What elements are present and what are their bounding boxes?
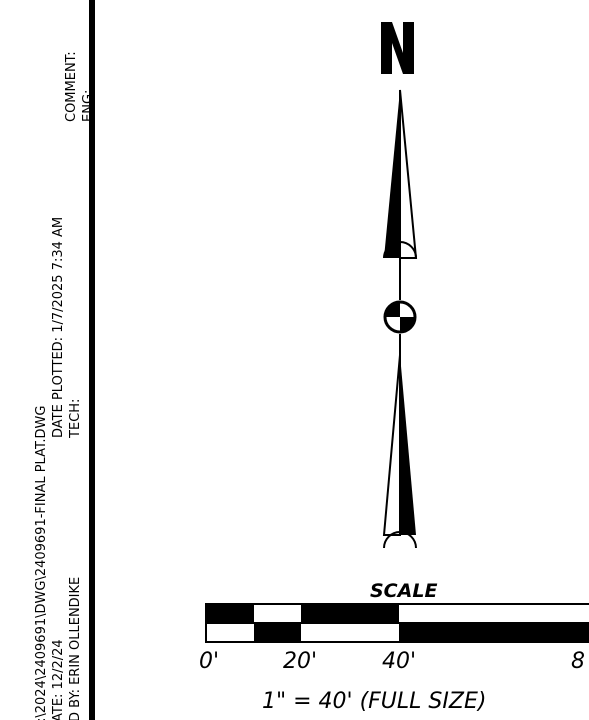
title-block: :\2024\2409691\DWG\2409691-FINAL PLAT.DW… [0,0,95,720]
upper-needle-outline [399,89,418,259]
comment-label: COMMENT: [64,51,79,122]
north-arrow-center-icon [383,300,417,334]
scale-ratio-text: 1" = 40' (FULL SIZE) [262,689,486,714]
drawn-by-text: D BY: ERIN OLLENDIKE [68,576,83,720]
scale-tick-0: 0' [199,649,219,674]
upper-needle-fill [384,90,400,258]
tech-text: TECH: [68,398,83,438]
border-bar [89,0,95,720]
drawing-area: SCALE 0' 20' 40' 8 1" = 40' (FULL SIZE) [95,0,589,720]
scale-label: SCALE [370,580,437,602]
north-arrow-icon [381,22,418,549]
scale-bar: SCALE 0' 20' 40' 8 1" = 40' (FULL SIZE) [199,580,589,714]
lower-needle-outline [382,354,401,536]
lower-needle-fill [400,355,416,535]
file-path-text: :\2024\2409691\DWG\2409691-FINAL PLAT.DW… [34,405,49,720]
north-letter-icon [381,22,414,74]
scale-tick-20: 20' [283,649,317,674]
date-text: ATE: 12/2/24 [51,639,66,720]
scale-tick-80: 8 [571,649,585,674]
date-plotted-text: DATE PLOTTED: 1/7/2025 7:34 AM [51,216,66,438]
scale-tick-40: 40' [382,649,416,674]
